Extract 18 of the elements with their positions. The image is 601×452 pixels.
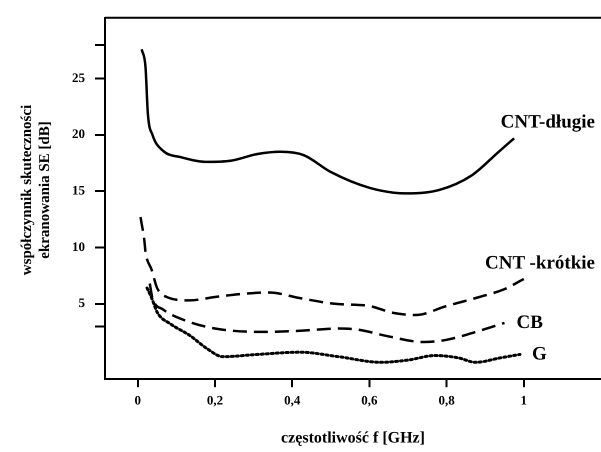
y-tick-label: 10 (72, 238, 85, 254)
series-label: G (532, 343, 547, 364)
line-series (139, 216, 526, 316)
x-tick-label: 0,6 (361, 392, 378, 408)
x-tick-label: 0,4 (284, 392, 301, 408)
series-label: CB (516, 312, 544, 333)
series-label: CNT -krótkie (485, 252, 595, 274)
y-tick-label: 20 (72, 126, 85, 142)
x-axis-title: częstotliwość f [GHz] (281, 430, 425, 447)
y-tick-label: 5 (78, 295, 86, 310)
y-tick-label: 25 (72, 70, 86, 85)
x-tick-label: 0,8 (438, 392, 456, 408)
y-tick-label: 15 (72, 182, 86, 198)
y-axis-title: współczynnik skuteczności ekranowania SE [dB] (18, 104, 54, 278)
x-tick-label: 0,2 (206, 392, 224, 408)
series-label: CNT-długie (500, 112, 595, 133)
x-tick-label: 0 (134, 392, 142, 408)
x-tick-label: 1 (520, 392, 528, 408)
